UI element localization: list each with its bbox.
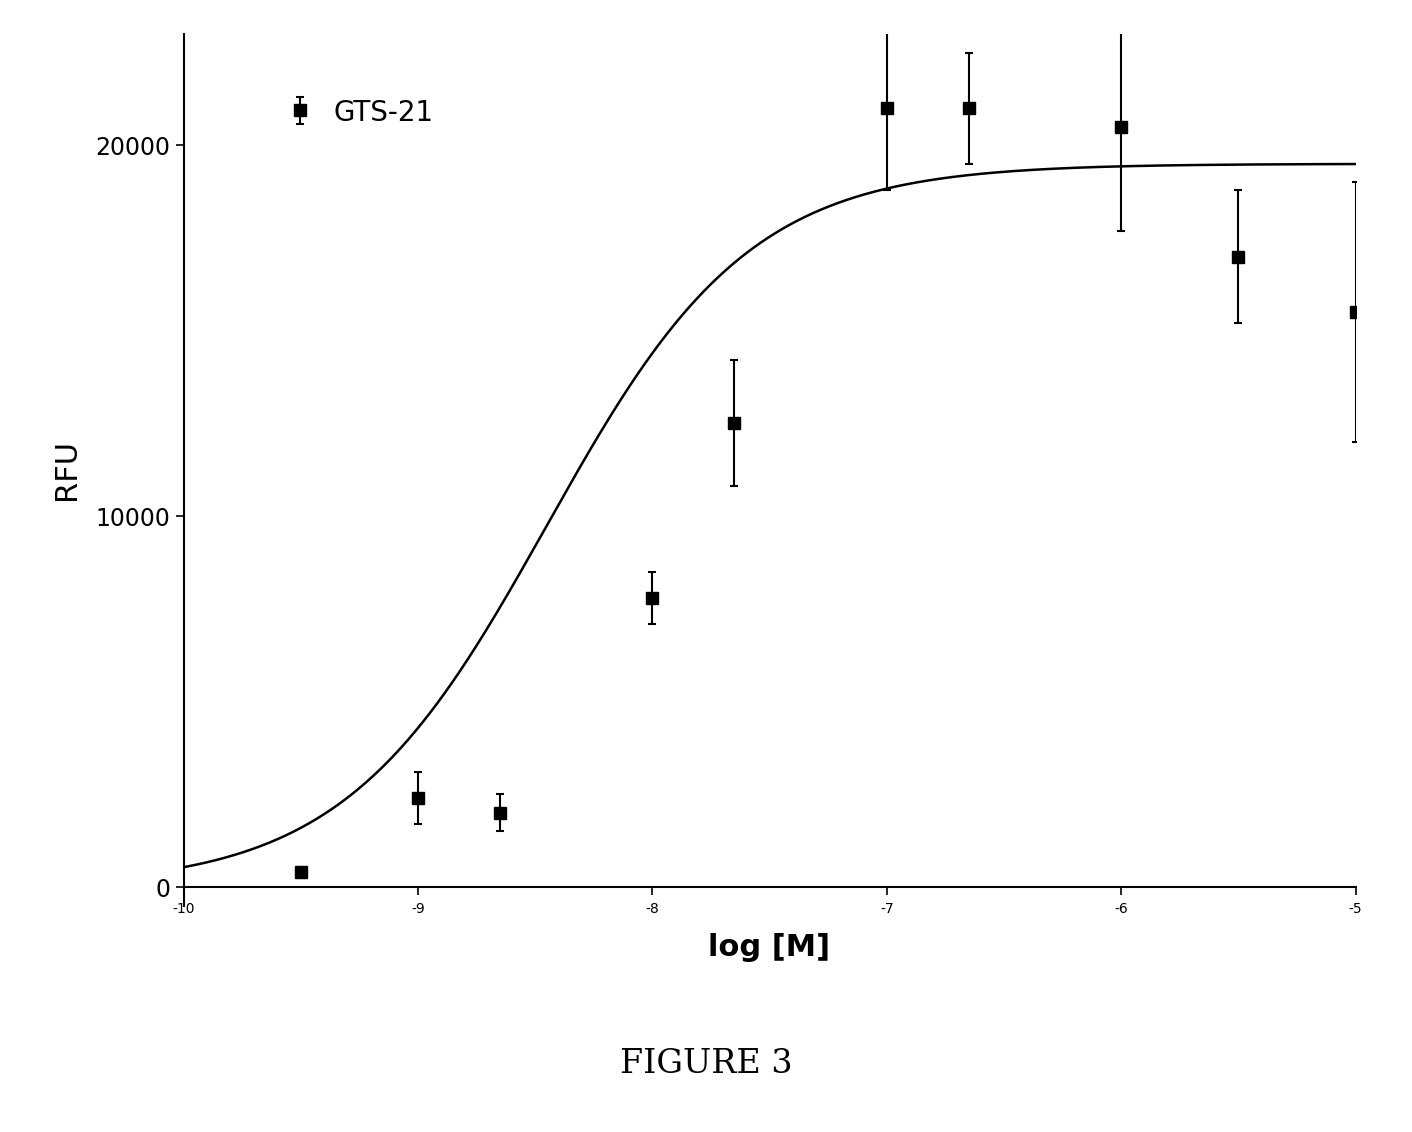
Text: FIGURE 3: FIGURE 3 (620, 1048, 792, 1080)
Y-axis label: RFU: RFU (52, 439, 82, 500)
X-axis label: log [M]: log [M] (709, 933, 830, 962)
Legend: GTS-21: GTS-21 (256, 66, 467, 160)
